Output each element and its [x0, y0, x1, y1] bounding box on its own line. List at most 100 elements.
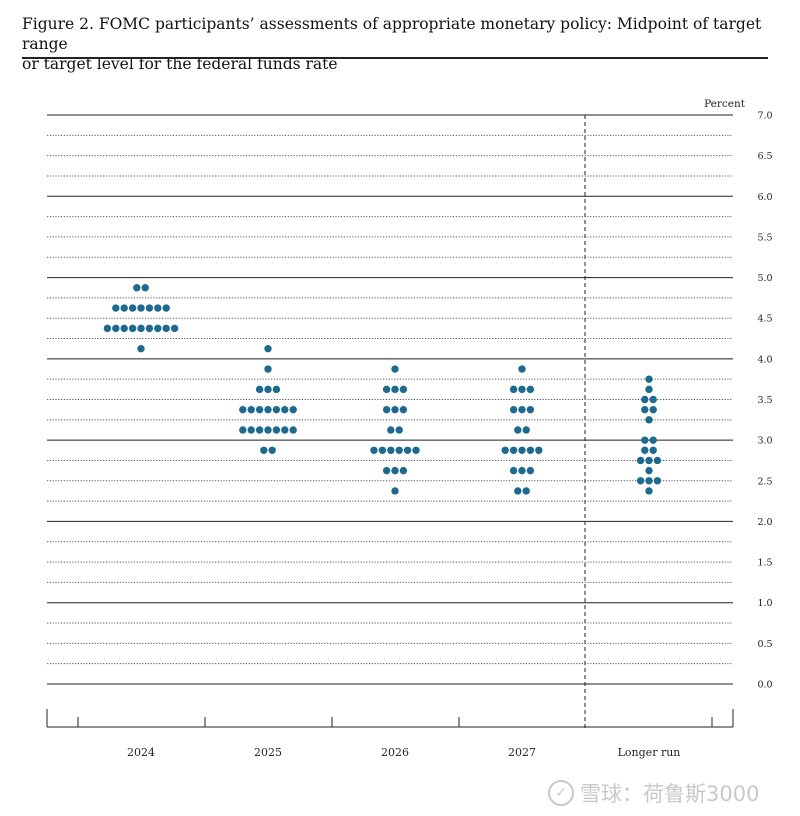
y-tick-label: 7.0 [757, 111, 772, 122]
participant-dot [526, 385, 535, 394]
participant-dot [514, 426, 522, 434]
participant-dot [399, 385, 408, 394]
y-tick-label: 3.5 [757, 395, 772, 406]
watermark-logo-icon: ✓ [548, 780, 574, 806]
participant-dot [145, 324, 154, 333]
x-category-label: 2026 [381, 746, 409, 759]
participant-dot [387, 446, 395, 455]
x-category-label: 2025 [254, 746, 282, 759]
participant-dot [272, 426, 281, 434]
participant-dot [645, 375, 653, 383]
participant-dot [264, 344, 272, 353]
participant-dot [120, 304, 128, 312]
participant-dot [649, 446, 657, 455]
participant-dot [103, 324, 112, 333]
participant-dot [260, 446, 268, 455]
x-category-label: Longer run [618, 746, 681, 759]
participant-dot [170, 324, 179, 333]
x-category-label: 2027 [508, 746, 536, 759]
participant-dot [247, 426, 255, 434]
caption-line-1: Figure 2. FOMC participants’ assessments… [22, 15, 762, 53]
y-tick-label: 5.5 [757, 232, 772, 243]
y-tick-label: 3.0 [757, 436, 772, 447]
participant-dot [509, 385, 518, 394]
participant-dot [137, 324, 145, 333]
participant-dot [255, 426, 264, 434]
participant-dot [137, 344, 145, 353]
participant-dot [641, 405, 649, 414]
participant-dot [518, 385, 526, 394]
participant-dot [264, 426, 272, 434]
participant-dot [526, 466, 535, 475]
y-tick-label: 4.5 [757, 314, 772, 325]
participant-dot [645, 385, 653, 394]
participant-dot [272, 405, 281, 414]
participant-dot [382, 405, 391, 414]
participant-dot [382, 466, 391, 475]
participant-dot [391, 487, 399, 495]
participant-dot [653, 477, 662, 485]
figure-caption: Figure 2. FOMC participants’ assessments… [22, 14, 770, 74]
participant-dot [133, 284, 141, 292]
participant-dot [518, 446, 526, 455]
participant-dot [289, 405, 297, 414]
participant-dot [391, 365, 399, 373]
participant-dot [378, 446, 387, 455]
participant-dot [255, 405, 264, 414]
participant-dot [395, 446, 403, 455]
participant-dot [128, 304, 137, 312]
participant-dot [518, 405, 526, 414]
participant-dot [518, 365, 526, 373]
participant-dot [526, 446, 535, 455]
y-tick-label: 0.0 [757, 680, 772, 691]
y-tick-label: 0.5 [757, 639, 772, 650]
participant-dot [641, 436, 649, 444]
participant-dot [501, 446, 509, 455]
participant-dot [641, 395, 649, 404]
participant-dot [272, 385, 281, 394]
participant-dot [399, 405, 408, 414]
y-tick-label: 1.0 [757, 598, 772, 609]
participant-dot [281, 426, 289, 434]
y-axis-label: Percent [704, 98, 746, 110]
participant-dot [412, 446, 420, 455]
participant-dot [403, 446, 412, 455]
y-tick-label: 2.0 [757, 517, 772, 528]
participant-dot [128, 324, 137, 333]
participant-dot [649, 405, 657, 414]
participant-dot [264, 405, 272, 414]
participant-dot [255, 385, 264, 394]
y-tick-label: 5.0 [757, 273, 772, 284]
participant-dot [509, 405, 518, 414]
participant-dot [382, 385, 391, 394]
participant-dot [264, 365, 272, 373]
participant-dot [395, 426, 403, 434]
participant-dot [653, 456, 662, 465]
participant-dot [120, 324, 128, 333]
participant-dot [509, 466, 518, 475]
participant-dot [391, 385, 399, 394]
participant-dot [154, 324, 162, 333]
participant-dot [137, 304, 145, 312]
participant-dot [268, 446, 276, 455]
watermark: ✓ 雪球：荷鲁斯3000 [548, 775, 788, 811]
participant-dot [645, 466, 653, 475]
participant-dot [247, 405, 255, 414]
participant-dot [154, 304, 162, 312]
participant-dot [112, 324, 120, 333]
participant-dot [522, 426, 530, 434]
caption-rule [22, 57, 768, 59]
participant-dot [526, 405, 535, 414]
participant-dot [514, 487, 522, 495]
participant-dot [391, 405, 399, 414]
y-tick-label: 6.0 [757, 192, 772, 203]
participant-dot [112, 304, 120, 312]
participant-dot [399, 466, 408, 475]
participant-dot [509, 446, 518, 455]
y-tick-label: 6.5 [757, 151, 772, 162]
participant-dot [645, 477, 653, 485]
participant-dot [645, 416, 653, 424]
participant-dot [641, 446, 649, 455]
participant-dot [162, 324, 170, 333]
